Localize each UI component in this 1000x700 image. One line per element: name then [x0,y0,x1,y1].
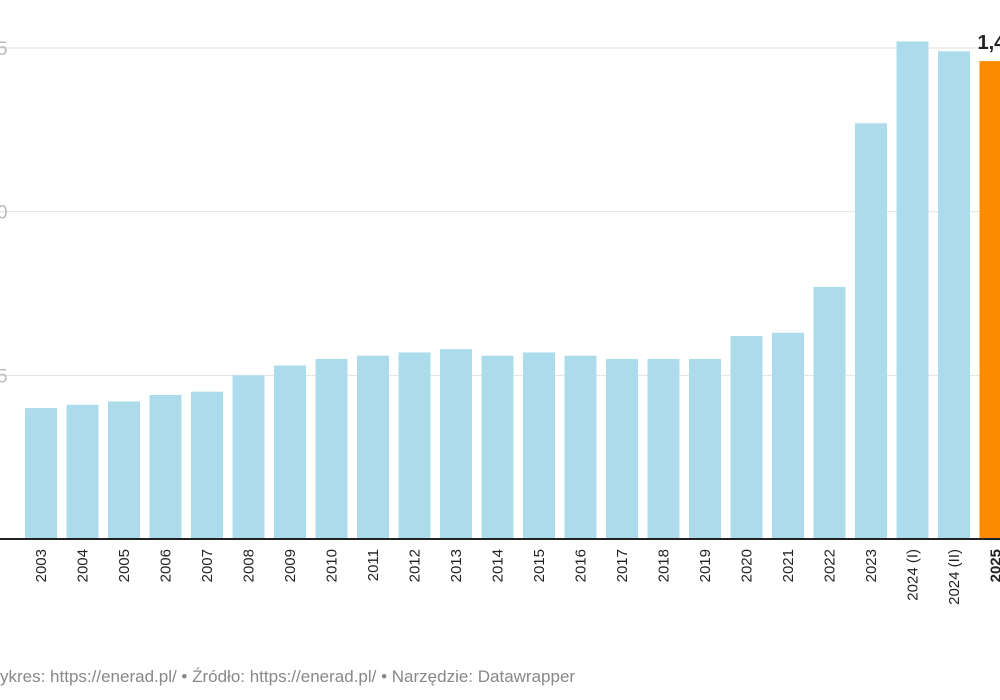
bar [191,391,223,539]
y-tick-label: 5 [0,39,8,60]
x-axis-tick-labels: 2003 2004 2005 2006 2007 2008 2009 2010 2011 2012… [33,549,1000,605]
x-tick-label: 2003 [33,549,50,582]
y-tick-label: 0 [0,203,8,224]
x-tick-label: 2008 [241,549,258,582]
bar [606,358,638,539]
x-tick-label: 2024 (I) [905,549,922,601]
bar [398,352,431,539]
x-tick-label: 2013 [448,549,465,582]
x-tick-label: 2012 [407,549,424,582]
x-tick-label: 2017 [614,549,631,582]
bar [315,358,348,539]
x-tick-label: 2025 [988,549,1000,582]
highlight-value-label: 1,4 [978,32,1000,54]
x-tick-label: 2004 [75,549,92,582]
x-tick-label: 2010 [324,549,341,582]
bar [440,349,472,539]
bars [25,41,1000,540]
x-tick-label: 2019 [697,549,714,582]
bar [232,375,265,539]
bar [357,355,389,539]
x-tick-label: 2021 [780,549,797,582]
bar [108,401,140,539]
chart-footer-credits: ykres: https://enerad.pl/ • Źródło: http… [0,667,576,686]
bar [274,365,306,539]
x-tick-label: 2020 [739,549,756,582]
x-tick-label: 2005 [116,549,133,582]
bar [523,352,555,539]
x-tick-label: 2023 [863,549,880,582]
bar [689,358,721,539]
bar-highlight [979,61,1000,540]
x-tick-label: 2015 [531,549,548,582]
y-axis-ticks: 5 0 5 [0,39,8,387]
x-tick-label: 2016 [573,549,590,582]
x-tick-label: 2007 [199,549,216,582]
bar [772,332,804,539]
bar [481,355,514,539]
gridlines [0,47,1000,376]
bar [896,41,929,539]
bar [813,286,846,539]
x-tick-label: 2011 [365,549,382,581]
y-tick-label: 5 [0,366,8,387]
bar [730,336,763,539]
bar [938,51,970,539]
bar [66,404,99,539]
x-tick-label: 2006 [158,549,175,582]
x-tick-label: 2014 [490,549,507,582]
bar [647,358,680,539]
bar [564,355,597,539]
bar [149,394,182,539]
x-tick-label: 2018 [656,549,673,582]
x-tick-label: 2024 (II) [946,549,963,605]
bar-chart: 5 0 5 2003 2004 2005 2006 2007 2008 2009 2010 2011… [0,32,1000,605]
bar [855,123,887,539]
x-tick-label: 2022 [822,549,839,582]
x-tick-label: 2009 [282,549,299,582]
bar [25,408,57,539]
